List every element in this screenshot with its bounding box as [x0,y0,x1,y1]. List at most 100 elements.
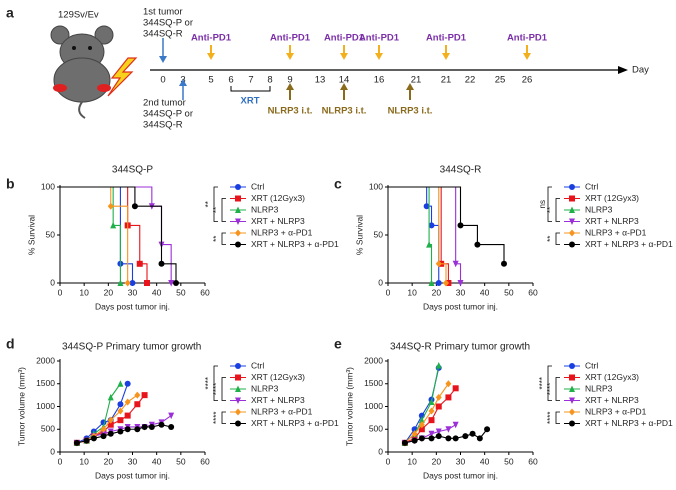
survival-line [388,186,449,283]
significance-bracket [547,186,552,222]
marker [124,426,131,433]
y-tick-label: 0 [50,446,55,456]
significance-bracket [547,365,552,401]
x-tick-label: 50 [504,456,514,466]
x-axis-label: Days post tumor inj. [95,301,170,311]
legend-label: NLRP3 [251,204,279,214]
marker [107,421,114,428]
first-tumor-text: 344SQ-P or [143,18,193,29]
panel-label: b [6,176,15,192]
significance-bracket [555,377,560,401]
marker [117,417,124,424]
legend-label: NLRP3 + α-PD1 [585,227,647,237]
strain-label: 129Sv/Ev [58,10,99,21]
marker [107,393,114,401]
legend-marker [235,374,241,381]
x-tick-label: 30 [128,287,138,297]
x-tick-label: 60 [200,287,210,297]
x-tick-label: 20 [104,287,114,297]
day-number: 21 [411,75,422,86]
marker [452,421,459,429]
marker [124,279,131,287]
marker [129,280,136,286]
x-tick-label: 60 [200,456,210,466]
marker [110,221,117,229]
y-axis-label: % Survival [354,215,364,255]
legend-label: XRT + NLRP3 + α-PD1 [585,418,673,428]
legend-label: NLRP3 [585,383,613,393]
day-number: 25 [495,75,506,86]
legend-label: XRT (12Gyx3) [585,193,639,203]
survival-line [388,186,462,283]
significance-bracket [221,198,226,222]
x-tick-label: 40 [152,287,162,297]
legend-marker [569,206,575,213]
significance-bracket [221,232,226,245]
legend-marker [235,420,241,427]
x-axis-label: Days post tumor inj. [95,470,170,480]
anti-pd1-label: Anti-PD1 [359,33,400,44]
marker [168,280,175,287]
significance-label: ** [546,207,555,213]
y-tick-label: 500 [41,424,55,434]
day-number: 7 [248,75,253,86]
arrowhead [179,79,187,86]
marker [435,433,442,440]
legend-label: XRT + NLRP3 + α-PD1 [585,239,673,249]
survival-line [60,186,121,283]
legend-label: XRT + NLRP3 [251,395,305,405]
x-tick-label: 0 [58,456,63,466]
y-tick-label: 2000 [364,355,383,365]
anti-pd1-label: Anti-PD1 [270,33,311,44]
y-tick-label: 100 [369,181,383,191]
legend-label: Ctrl [585,360,598,370]
legend-marker [235,385,241,392]
y-tick-label: 0 [378,446,383,456]
legend-label: NLRP3 [585,204,613,214]
timeline-arrowhead [618,66,628,74]
legend-label: NLRP3 [251,383,279,393]
second-tumor-text: 344SQ-P or [143,109,193,120]
marker [107,430,114,437]
significance-bracket [221,377,226,401]
anti-pd1-label: Anti-PD1 [324,33,365,44]
marker [158,260,165,267]
xrt-label: XRT [241,96,260,107]
marker [445,394,452,401]
legend-marker [569,408,575,416]
y-axis-label: Tumor volume (mm³) [344,367,354,446]
marker [173,280,179,286]
significance-bracket [555,232,560,245]
significance-bracket [213,365,218,401]
marker [136,260,143,267]
panel-label: a [6,5,14,21]
y-axis-label: % Survival [26,215,36,255]
legend-marker [235,363,241,369]
legend-marker [569,195,575,202]
marker [423,203,430,210]
day-number: 14 [339,75,350,86]
marker [100,433,107,440]
y-tick-label: 2000 [36,355,55,365]
marker [426,241,433,248]
marker [107,202,114,210]
chart-title: 344SQ-R [440,165,482,176]
marker [428,222,435,229]
arrowhead [375,53,383,60]
legend-marker [235,241,241,248]
marker [141,423,148,430]
arrowhead [207,53,215,60]
legend-marker [569,363,575,369]
x-tick-label: 50 [176,456,186,466]
legend-marker [235,206,241,213]
survival-line [60,186,172,283]
arrowhead [286,53,294,60]
legend-marker [569,385,575,392]
xrt-bracket [230,86,271,92]
x-axis-label: Days post tumor inj. [423,470,498,480]
marker [134,391,141,399]
marker [158,421,165,428]
marker [144,280,150,286]
marker [90,435,97,442]
survival-line [60,186,177,283]
